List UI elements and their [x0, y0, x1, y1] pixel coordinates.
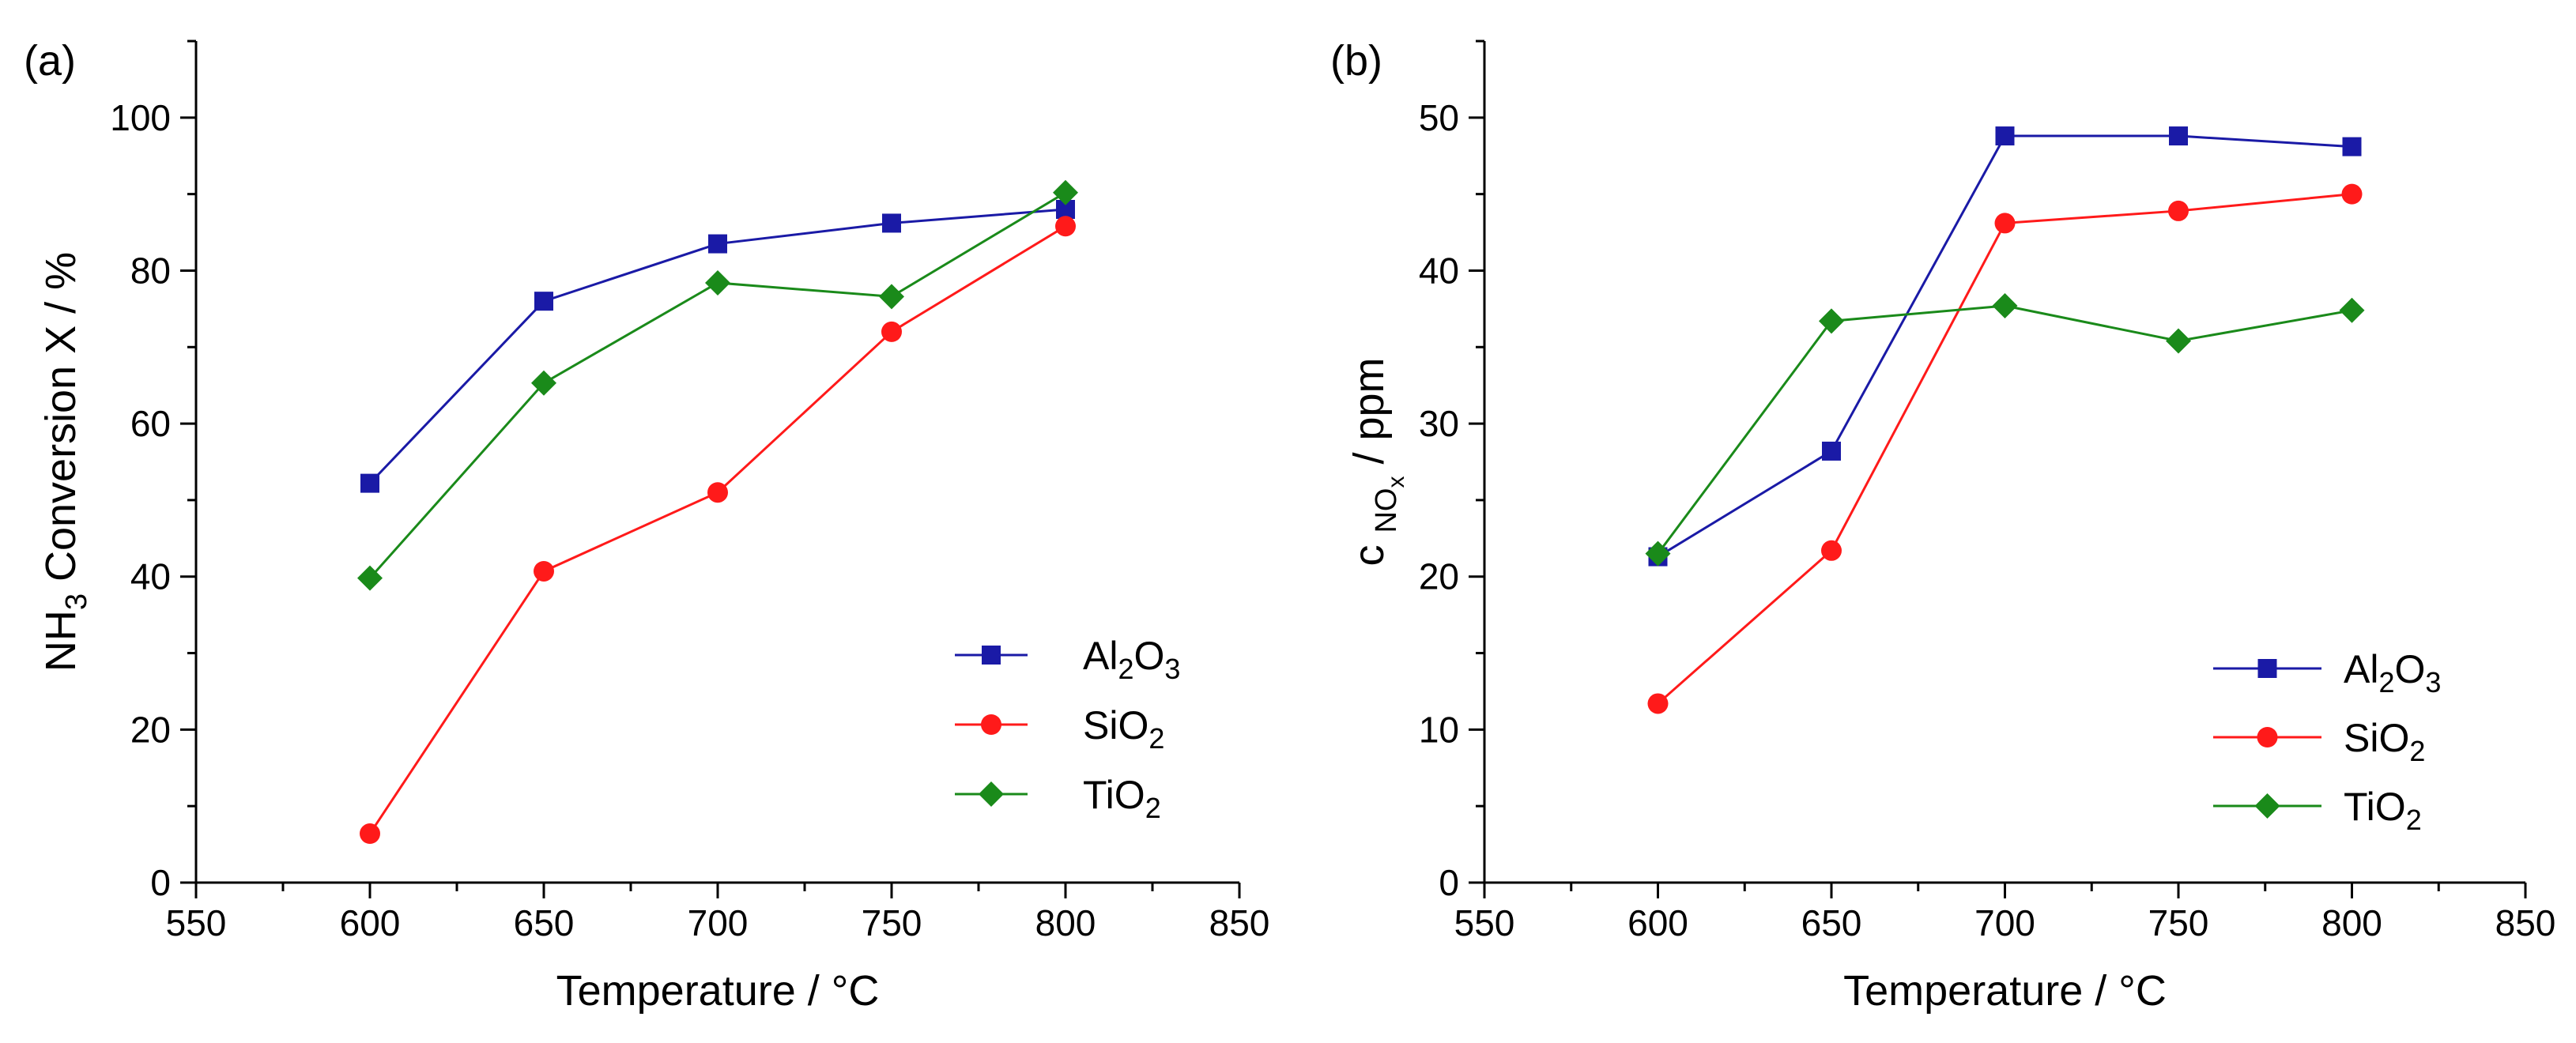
data-point	[2169, 126, 2188, 146]
legend-label: SiO2	[1083, 703, 1164, 755]
data-point	[531, 370, 556, 396]
data-point	[360, 473, 379, 493]
data-point	[2341, 183, 2363, 205]
series-line	[368, 225, 1066, 834]
legend-marker	[2254, 793, 2280, 819]
legend-label: TiO2	[1083, 773, 1161, 824]
series-line	[1657, 193, 2352, 705]
data-point	[534, 560, 554, 582]
legend-label: SiO2	[2344, 716, 2425, 767]
legend-marker	[979, 781, 1004, 807]
data-point	[708, 234, 727, 254]
data-point	[1055, 216, 1076, 237]
legend-item-tio2: TiO2	[2213, 785, 2422, 836]
data-point	[882, 213, 901, 233]
data-point	[2342, 137, 2362, 156]
y-axis-label: NH3 Conversion X / %	[37, 252, 93, 672]
series-line	[1657, 304, 2352, 555]
x-tick-label: 750	[862, 902, 922, 943]
x-tick-label: 700	[688, 902, 749, 943]
data-point	[1819, 308, 1844, 334]
x-tick-label: 600	[1627, 902, 1688, 943]
x-tick-label: 650	[514, 902, 575, 943]
series-tio2	[357, 179, 1078, 591]
x-tick-label: 850	[2495, 902, 2556, 943]
legend-item-sio2: SiO2	[955, 703, 1164, 755]
legend-marker	[2257, 727, 2278, 747]
y-tick-label: 10	[1419, 709, 1459, 750]
y-tick-label: 0	[1439, 862, 1459, 903]
data-point	[534, 292, 553, 311]
data-point	[1822, 441, 1841, 461]
series-sio2	[360, 216, 1076, 845]
legend-marker	[2257, 659, 2277, 678]
data-point	[705, 269, 730, 296]
data-point	[2166, 328, 2191, 354]
series-al2o3	[360, 200, 1075, 493]
x-tick-label: 750	[2148, 902, 2209, 943]
x-tick-label: 800	[1035, 902, 1096, 943]
legend-marker	[982, 646, 1001, 665]
data-point	[879, 284, 904, 310]
panel-label: (b)	[1330, 37, 1382, 85]
series-sio2	[1647, 183, 2363, 714]
y-tick-label: 20	[130, 709, 171, 750]
chart-panel-b: 550 600 650 700 750 800 850 0 10 20 30 40 50 Temperat…	[1330, 37, 2555, 1015]
data-point	[1645, 540, 1671, 567]
x-tick-label: 550	[166, 902, 227, 943]
legend-marker	[981, 714, 1001, 735]
legend-label: Al2O3	[1083, 634, 1180, 685]
y-tick-label: 100	[110, 97, 171, 138]
x-tick-label: 700	[1974, 902, 2035, 943]
x-axis-label: Temperature / °C	[1843, 967, 2167, 1015]
legend-label: Al2O3	[2344, 647, 2441, 698]
legend-item-al2o3: Al2O3	[955, 634, 1180, 685]
legend-item-al2o3: Al2O3	[2213, 647, 2441, 698]
y-tick-label: 50	[1419, 97, 1459, 138]
y-tick-label: 0	[150, 862, 171, 903]
series-line	[1657, 134, 2352, 558]
data-point	[1053, 179, 1078, 205]
data-point	[707, 482, 728, 503]
x-axis-label: Temperature / °C	[556, 967, 880, 1015]
data-point	[1821, 540, 1842, 561]
legend-label: TiO2	[2344, 785, 2422, 836]
y-tick-label: 20	[1419, 556, 1459, 597]
x-tick-label: 650	[1801, 902, 1862, 943]
data-point	[2168, 200, 2189, 221]
y-tick-label: 40	[1419, 250, 1459, 291]
data-point	[1995, 126, 2015, 146]
legend: Al2O3 SiO2 TiO2	[2213, 647, 2441, 836]
x-tick-label: 850	[1209, 902, 1270, 943]
data-point	[881, 321, 902, 342]
y-axis-label: c NOx / ppm	[1345, 357, 1409, 566]
y-tick-label: 60	[130, 403, 171, 444]
data-point	[1647, 693, 1669, 714]
legend-item-tio2: TiO2	[955, 773, 1161, 824]
legend-item-sio2: SiO2	[2213, 716, 2425, 767]
y-tick-label: 40	[130, 556, 171, 597]
data-point	[2339, 297, 2365, 323]
panel-label: (a)	[24, 37, 76, 85]
y-tick-label: 30	[1419, 403, 1459, 444]
x-tick-label: 550	[1454, 902, 1515, 943]
data-point	[357, 565, 383, 591]
series-al2o3	[1648, 126, 2362, 567]
chart-panel-a: 550 600 650 700 750 800 850 0 20 40 60 80 100 Tempera…	[24, 37, 1269, 1015]
x-tick-label: 600	[340, 902, 401, 943]
y-tick-label: 80	[130, 250, 171, 291]
x-tick-label: 800	[2321, 902, 2382, 943]
series-tio2	[1645, 292, 2365, 567]
data-point	[360, 823, 380, 845]
data-point	[1994, 213, 2016, 234]
legend: Al2O3 SiO2 TiO2	[955, 634, 1180, 824]
data-point	[1992, 292, 2018, 318]
